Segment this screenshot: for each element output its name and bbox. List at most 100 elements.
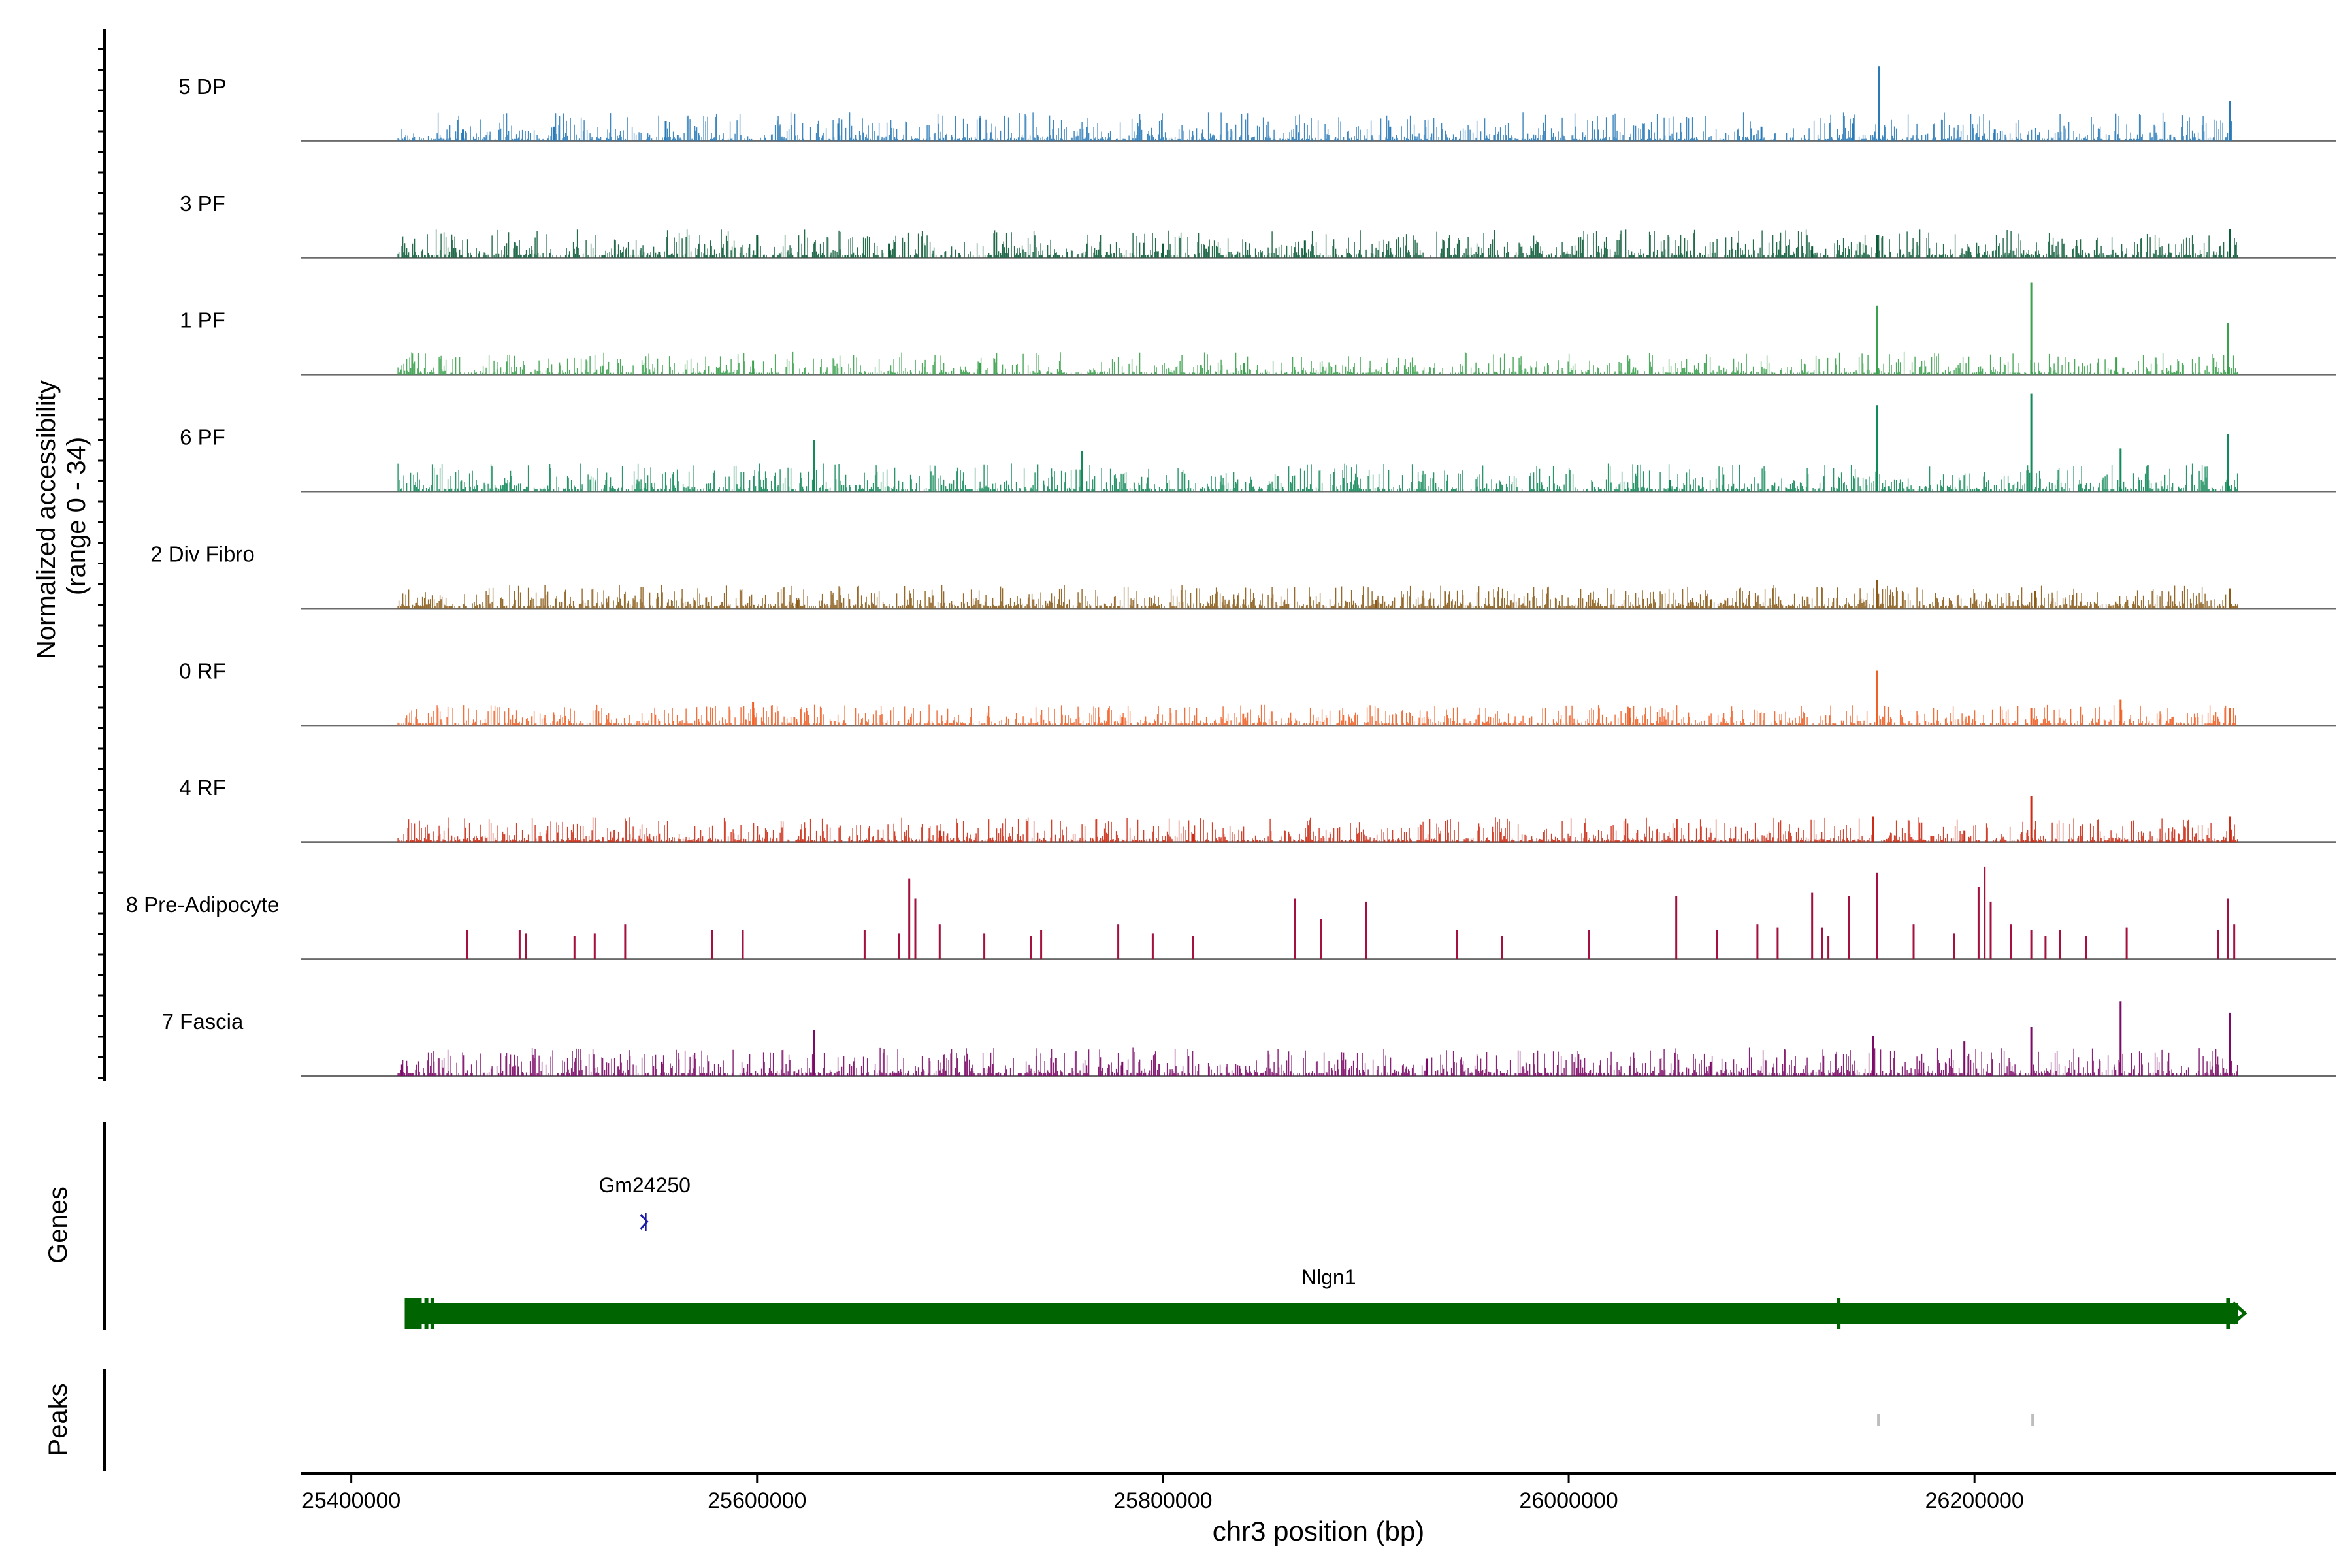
coverage-peak bbox=[1984, 866, 1986, 960]
coverage-peak bbox=[711, 930, 713, 960]
gene-strand-arrow bbox=[2232, 1301, 2247, 1325]
coverage-peak bbox=[979, 118, 981, 141]
coverage-peak bbox=[1162, 243, 1164, 258]
y-axis-title: Normalized accessibility (range 0 - 34) bbox=[32, 373, 91, 659]
coverage-peak bbox=[518, 930, 521, 960]
coverage-peak bbox=[1852, 123, 1854, 141]
peaks-track bbox=[1877, 1414, 2034, 1426]
coverage-peak bbox=[2227, 898, 2229, 960]
coverage-peak bbox=[1977, 887, 1980, 960]
coverage-peak bbox=[1716, 930, 1718, 960]
y-axis-title-line2: (range 0 - 34) bbox=[62, 437, 91, 595]
coverage-peak bbox=[2229, 816, 2231, 843]
x-tick-label: 25600000 bbox=[708, 1488, 806, 1513]
coverage-peak bbox=[1669, 480, 1671, 492]
coverage-peak bbox=[1989, 901, 1992, 960]
coverage-peak bbox=[1876, 872, 1878, 960]
coverage-signal bbox=[397, 817, 2238, 843]
y-axis-title-line1: Normalized accessibility bbox=[32, 380, 61, 659]
track-5-dp: 5 DP bbox=[178, 66, 2336, 142]
coverage-peak bbox=[1294, 898, 1296, 960]
coverage-peak bbox=[1243, 363, 1245, 375]
coverage-peak bbox=[1811, 892, 1814, 960]
gene-nlgn1: Nlgn1 bbox=[404, 1266, 2247, 1329]
coverage-peak bbox=[1501, 936, 1503, 960]
x-axis-ticks: 25400000 25600000 25800000 26000000 26200000 bbox=[302, 1473, 2024, 1513]
coverage-peak bbox=[1675, 896, 1678, 960]
coverage-peak bbox=[796, 600, 799, 609]
coverage-peak bbox=[553, 126, 555, 141]
coverage-peak bbox=[525, 933, 527, 960]
coverage-peak bbox=[466, 930, 468, 960]
coverage-peak bbox=[742, 930, 744, 960]
coverage-signal bbox=[397, 112, 2232, 141]
coverage-peak bbox=[2227, 323, 2229, 375]
coverage-peak bbox=[2119, 699, 2122, 726]
coverage-peak bbox=[2030, 708, 2033, 726]
coverage-peak bbox=[914, 898, 917, 960]
coverage-peak bbox=[1709, 1061, 1712, 1076]
coverage-peak bbox=[1192, 834, 1194, 843]
coverage-signal bbox=[397, 585, 2238, 609]
coverage-peak bbox=[2030, 282, 2033, 375]
coverage-peak bbox=[1389, 126, 1392, 141]
coverage-peak bbox=[1030, 936, 1032, 960]
track-3-pf: 3 PF bbox=[180, 191, 2336, 259]
peak-region bbox=[1877, 1414, 1880, 1426]
gene-strand-arrow bbox=[640, 1213, 649, 1230]
x-tick-label: 26200000 bbox=[1925, 1488, 2024, 1513]
gene-label: Gm24250 bbox=[598, 1173, 691, 1197]
track-label: 2 Div Fibro bbox=[150, 542, 255, 566]
coverage-peak bbox=[2229, 229, 2231, 258]
coverage-peak bbox=[813, 1030, 815, 1076]
coverage-peak bbox=[2044, 936, 2047, 960]
coverage-peak bbox=[2059, 930, 2061, 960]
gene-exon bbox=[430, 1298, 434, 1329]
coverage-peak bbox=[664, 121, 667, 141]
coverage-peak bbox=[752, 702, 755, 726]
coverage-peak bbox=[1827, 936, 1830, 960]
coverage-peak bbox=[2010, 924, 2012, 960]
coverage-peak bbox=[756, 235, 759, 258]
coverage-peak bbox=[1876, 580, 1878, 609]
track-6-pf: 6 PF bbox=[180, 393, 2336, 493]
peaks-label: Peaks bbox=[44, 1383, 73, 1456]
x-tick-label: 25800000 bbox=[1113, 1488, 1212, 1513]
coverage-peak bbox=[1588, 930, 1590, 960]
coverage-peak bbox=[1121, 1061, 1124, 1076]
x-axis-title: chr3 position (bp) bbox=[1213, 1516, 1425, 1546]
coverage-peak bbox=[2030, 930, 2033, 960]
coverage-peak bbox=[661, 1061, 663, 1076]
track-4-rf: 4 RF bbox=[179, 776, 2336, 843]
coverage-peak bbox=[400, 1064, 403, 1076]
gene-exon bbox=[1837, 1298, 1841, 1329]
coverage-peak bbox=[2030, 393, 2033, 492]
coverage-peak bbox=[752, 360, 755, 375]
coverage-signal bbox=[397, 229, 2238, 258]
coverage-peak bbox=[1756, 924, 1759, 960]
coverage-peak bbox=[979, 363, 981, 375]
coverage-signal bbox=[397, 704, 2236, 726]
coverage-peak bbox=[1365, 901, 1367, 960]
coverage-peak bbox=[624, 924, 627, 960]
track-label: 5 DP bbox=[178, 74, 226, 99]
coverage-peak bbox=[1117, 924, 1120, 960]
track-8-pre-adipocyte: 8 Pre-Adipocyte bbox=[126, 866, 2336, 960]
track-label: 8 Pre-Adipocyte bbox=[126, 892, 280, 917]
track-label: 1 PF bbox=[180, 308, 225, 333]
coverage-peak bbox=[2229, 1012, 2231, 1076]
accessibility-left-axis bbox=[98, 29, 106, 1081]
coverage-peak bbox=[2030, 796, 2033, 843]
coverage-peak bbox=[1878, 66, 1880, 141]
coverage-peak bbox=[2233, 924, 2236, 960]
coverage-peak bbox=[1456, 930, 1458, 960]
track-label: 0 RF bbox=[179, 659, 226, 683]
genes-label: Genes bbox=[44, 1186, 73, 1264]
track-0-rf: 0 RF bbox=[179, 659, 2336, 727]
track-1-pf: 1 PF bbox=[180, 282, 2336, 376]
coverage-peak bbox=[1192, 936, 1194, 960]
coverage-peak bbox=[593, 933, 596, 960]
coverage-peak bbox=[1963, 830, 1966, 843]
coverage-peak bbox=[837, 123, 840, 141]
coverage-peak bbox=[1872, 1036, 1874, 1076]
